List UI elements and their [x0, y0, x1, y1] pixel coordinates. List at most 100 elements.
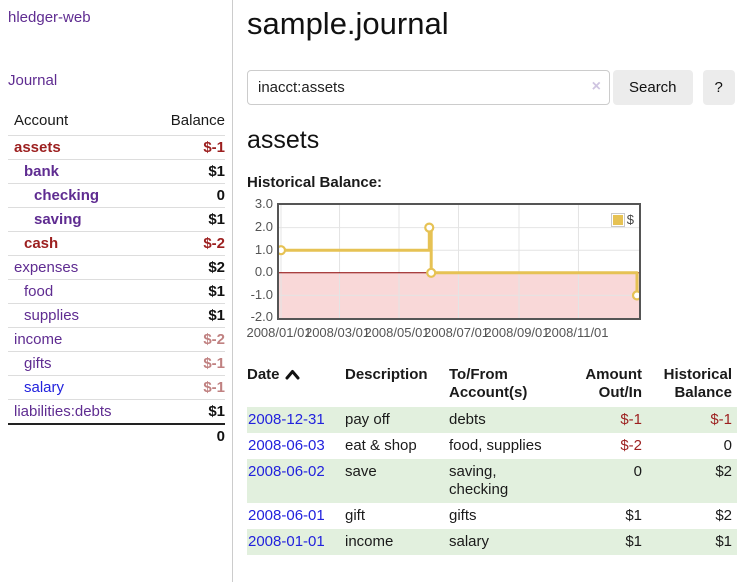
- account-heading: assets: [247, 125, 320, 154]
- y-axis-tick-label: 2.0: [254, 218, 273, 234]
- transaction-date-link[interactable]: 2008-01-01: [248, 533, 325, 551]
- transaction-date-link[interactable]: 2008-12-31: [248, 411, 325, 429]
- transaction-accounts: debts: [449, 411, 486, 429]
- historical-balance-chart: $ 3.0 2.0 1.0 0.0 -1.0 -2.0 2008/01/01 2008/03/…: [246, 196, 740, 345]
- transaction-date-link[interactable]: 2008-06-02: [248, 463, 325, 481]
- x-axis-tick-label: 2008/11/01: [544, 325, 609, 341]
- x-axis-tick-label: 2008/03/01: [304, 325, 371, 341]
- account-link[interactable]: food: [24, 283, 54, 300]
- account-link[interactable]: bank: [24, 163, 60, 180]
- account-balance: $1: [145, 279, 225, 304]
- transaction-amount: 0: [633, 463, 642, 481]
- account-link[interactable]: assets: [14, 139, 61, 156]
- account-row: expenses $2: [8, 255, 225, 280]
- register-header-amount: Amount Out/In: [585, 366, 642, 402]
- account-balance: $-2: [145, 231, 225, 256]
- account-balance: $-2: [145, 327, 225, 352]
- transaction-amount: $-1: [620, 411, 642, 429]
- account-link[interactable]: supplies: [24, 307, 80, 324]
- register-header-accounts: To/From Account(s): [449, 366, 528, 402]
- register-header-row: Date Description To/From Account(s) Amou…: [247, 362, 737, 407]
- transaction-description: income: [345, 533, 394, 551]
- y-axis-tick-label: 3.0: [254, 196, 273, 212]
- transaction-description: gift: [345, 507, 366, 525]
- account-row: supplies $1: [8, 303, 225, 328]
- account-balance: $2: [145, 255, 225, 280]
- transaction-accounts: gifts: [449, 507, 477, 525]
- sidebar: hledger-web Journal Account Balance asse…: [0, 0, 233, 582]
- account-balance: $1: [145, 303, 225, 328]
- app-title-link[interactable]: hledger-web: [8, 9, 91, 26]
- search-input[interactable]: [247, 69, 610, 105]
- account-link[interactable]: gifts: [24, 355, 52, 372]
- register-header-description: Description: [345, 366, 428, 384]
- account-row: food $1: [8, 279, 225, 304]
- transaction-date-link[interactable]: 2008-06-01: [248, 507, 325, 525]
- x-axis-tick-label: 2008/09/01: [484, 325, 550, 341]
- account-row: saving $1: [8, 207, 225, 232]
- account-balance: $-1: [145, 351, 225, 376]
- help-button[interactable]: ?: [702, 69, 735, 105]
- transaction-balance: $2: [715, 463, 732, 481]
- y-axis-tick-label: -1.0: [250, 286, 273, 302]
- account-row: gifts $-1: [8, 351, 225, 376]
- account-row: assets $-1: [8, 135, 225, 160]
- account-balance: $-1: [145, 375, 225, 400]
- register-header-balance: Historical Balance: [663, 366, 732, 402]
- chart-plot-area: $: [277, 203, 641, 321]
- chart-canvas: [279, 205, 639, 319]
- transaction-amount: $1: [625, 533, 642, 551]
- transaction-date-link[interactable]: 2008-06-03: [248, 437, 325, 455]
- search-form: × Search ?: [247, 69, 740, 105]
- accounts-header-account: Account: [14, 112, 69, 129]
- sidebar-item-journal[interactable]: Journal: [8, 72, 58, 89]
- table-row: 2008-01-01 income salary $1 $1: [247, 529, 737, 556]
- chart-heading: Historical Balance:: [247, 174, 383, 192]
- sort-asc-icon: [285, 367, 300, 385]
- transaction-balance: $1: [715, 533, 732, 551]
- account-row: checking 0: [8, 183, 225, 208]
- transaction-balance: $-1: [710, 411, 732, 429]
- accounts-total-row: 0: [8, 423, 225, 448]
- account-balance: $1: [145, 207, 225, 232]
- account-link[interactable]: salary: [24, 379, 65, 396]
- table-row: 2008-06-03 eat & shop food, supplies $-2 0: [247, 433, 737, 459]
- search-button[interactable]: Search: [613, 69, 693, 105]
- main-content: sample.journal × Search ? assets Histori…: [246, 0, 740, 556]
- clear-search-icon[interactable]: ×: [591, 77, 601, 95]
- transaction-accounts: food, supplies: [449, 437, 542, 455]
- account-row: salary $-1: [8, 375, 225, 400]
- account-link[interactable]: expenses: [14, 259, 79, 276]
- account-row: liabilities:debts $1: [8, 399, 225, 424]
- account-row: bank $1: [8, 159, 225, 184]
- register-header-date[interactable]: Date: [247, 362, 345, 407]
- transaction-amount: $1: [625, 507, 642, 525]
- transaction-accounts: salary: [449, 533, 490, 551]
- account-link[interactable]: cash: [24, 235, 59, 252]
- transaction-description: pay off: [345, 411, 390, 429]
- account-link[interactable]: checking: [34, 187, 100, 204]
- page-title: sample.journal: [247, 6, 449, 41]
- account-balance: 0: [145, 183, 225, 208]
- chart-legend: $: [609, 212, 635, 228]
- account-link[interactable]: income: [14, 331, 63, 348]
- x-axis-tick-label: 2008/01/01: [246, 325, 312, 341]
- account-balance: $-1: [145, 135, 225, 160]
- transaction-balance: 0: [723, 437, 732, 455]
- account-link[interactable]: saving: [34, 211, 82, 228]
- transaction-balance: $2: [715, 507, 732, 525]
- transaction-description: eat & shop: [345, 437, 417, 455]
- accounts-table: Account Balance assets $-1 bank $1 checking 0…: [8, 109, 225, 448]
- transaction-amount: $-2: [620, 437, 642, 455]
- transaction-description: save: [345, 463, 377, 481]
- y-axis-tick-label: -2.0: [250, 309, 273, 325]
- account-balance: $1: [145, 159, 225, 184]
- register-table: Date Description To/From Account(s) Amou…: [247, 362, 737, 556]
- table-row: 2008-06-02 save saving, checking 0 $2: [247, 459, 737, 504]
- accounts-header-balance: Balance: [170, 112, 225, 129]
- account-row: cash $-2: [8, 231, 225, 256]
- account-link[interactable]: liabilities:debts: [14, 403, 112, 420]
- transaction-accounts: saving, checking: [449, 463, 509, 499]
- accounts-total-value: 0: [145, 423, 225, 448]
- table-row: 2008-12-31 pay off debts $-1 $-1: [247, 407, 737, 434]
